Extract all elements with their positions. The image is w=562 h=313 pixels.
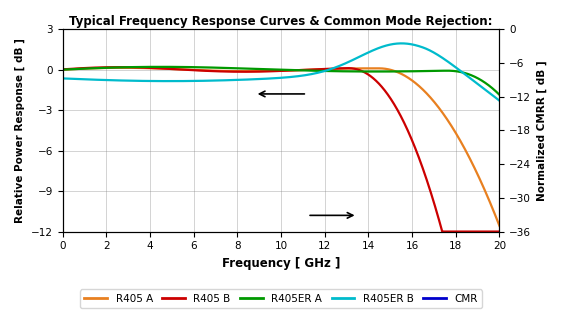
Legend: R405 A, R405 B, R405ER A, R405ER B, CMR: R405 A, R405 B, R405ER A, R405ER B, CMR xyxy=(80,290,482,308)
X-axis label: Frequency [ GHz ]: Frequency [ GHz ] xyxy=(222,257,340,270)
Title: Typical Frequency Response Curves & Common Mode Rejection:: Typical Frequency Response Curves & Comm… xyxy=(69,15,493,28)
Y-axis label: Normalized CMRR [ dB ]: Normalized CMRR [ dB ] xyxy=(537,60,547,201)
Y-axis label: Relative Power Response [ dB ]: Relative Power Response [ dB ] xyxy=(15,38,25,223)
